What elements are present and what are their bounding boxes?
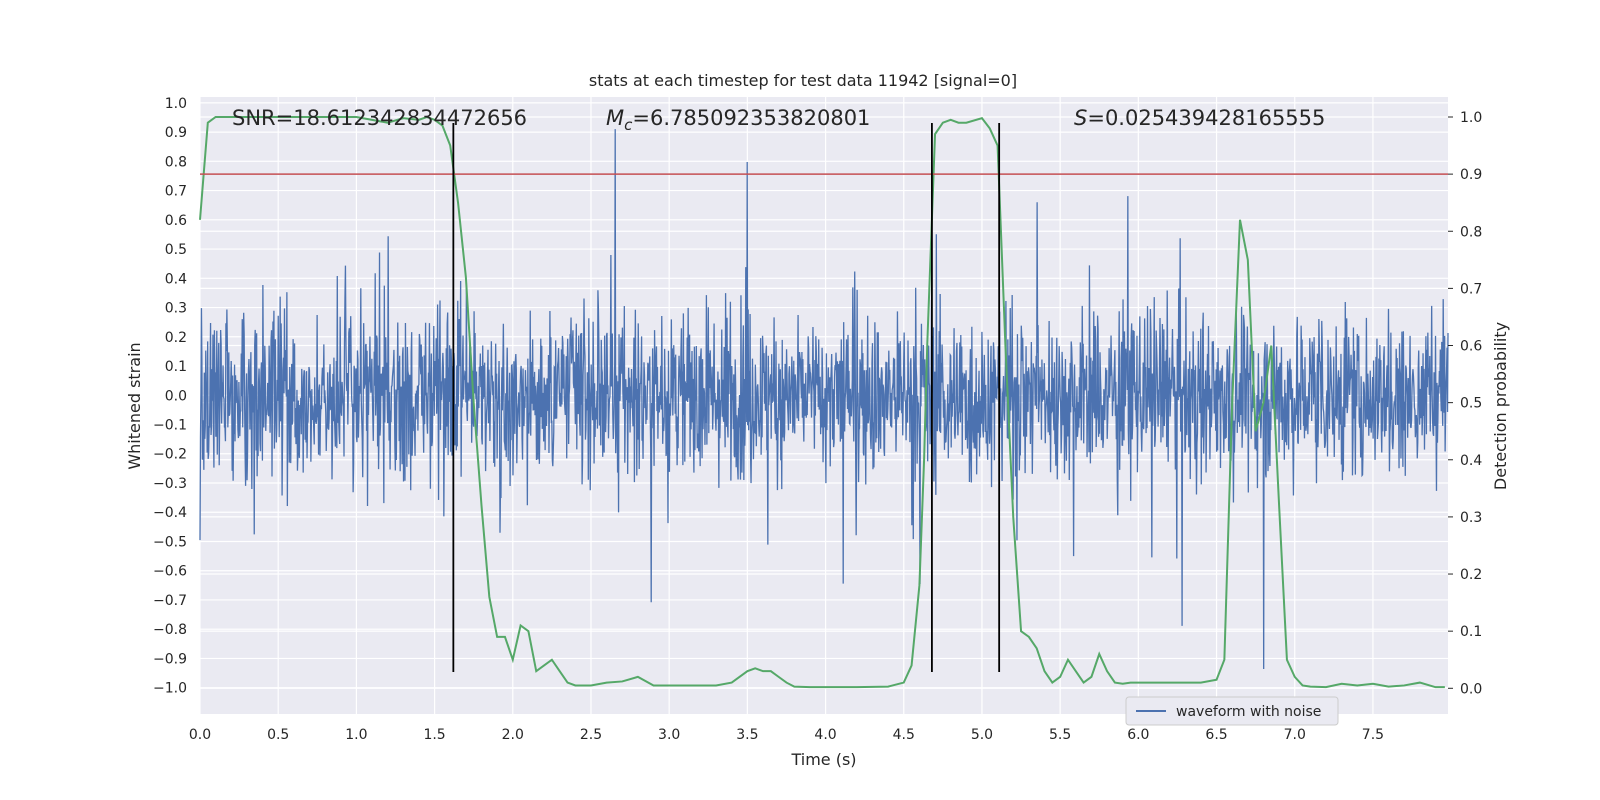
- y-left-tick-label: −0.9: [153, 651, 187, 667]
- y-axis-left-label: Whitened strain: [125, 342, 144, 469]
- y-left-tick-label: −0.4: [153, 505, 187, 521]
- y-right-tick-label: 0.5: [1460, 396, 1482, 412]
- y-right-tick-label: 0.3: [1460, 510, 1482, 526]
- y-left-tick-label: 0.2: [165, 330, 187, 346]
- x-axis-label: Time (s): [790, 750, 856, 769]
- y-right-tick-label: 1.0: [1460, 110, 1482, 126]
- waveform-line: [199, 129, 1449, 670]
- x-tick-label: 3.5: [736, 727, 758, 743]
- series-waveform-with-noise: [199, 129, 1449, 670]
- y-right-tick-label: 0.7: [1460, 281, 1482, 297]
- x-tick-label: 2.5: [580, 727, 602, 743]
- s-value: =0.025439428165555: [1087, 106, 1325, 130]
- y-left-tick-label: 0.6: [165, 213, 187, 229]
- y-left-tick-label: 0.8: [165, 154, 187, 170]
- snr-annotation: SNR=18.612342834472656: [232, 106, 527, 130]
- series-detection-probability: [199, 115, 1445, 689]
- y-right-tick-label: 0.0: [1460, 681, 1482, 697]
- y-right-tick-label: 0.8: [1460, 224, 1482, 240]
- trigger-lines: [452, 123, 1001, 672]
- y-axis-right: 1.0 0.9 0.8 0.7 0.6 0.5 0.4 0.3 0.2 0.1 0.0: [1448, 110, 1482, 697]
- x-tick-label: 7.0: [1284, 727, 1306, 743]
- y-axis-right-label: Detection probability: [1491, 322, 1510, 490]
- y-left-tick-label: 1.0: [165, 96, 187, 112]
- x-tick-label: 0.0: [189, 727, 211, 743]
- x-tick-label: 5.5: [1049, 727, 1071, 743]
- x-tick-label: 1.0: [345, 727, 367, 743]
- x-tick-label: 6.0: [1127, 727, 1149, 743]
- legend: waveform with noise: [1125, 696, 1339, 726]
- chirp-mass-annotation: Mc=6.785092353820801: [606, 106, 870, 134]
- y-left-tick-label: −0.8: [153, 622, 187, 638]
- y-right-tick-label: 0.2: [1460, 567, 1482, 583]
- x-tick-label: 7.5: [1362, 727, 1384, 743]
- x-axis: 0.0 0.5 1.0 1.5 2.0 2.5 3.0 3.5 4.0 4.5 5.0 5.5 6.0 6…: [189, 727, 1384, 743]
- s-annotation: S=0.025439428165555: [1074, 106, 1325, 130]
- chirp-mass-value: =6.785092353820801: [632, 106, 870, 130]
- y-left-tick-label: 0.3: [165, 301, 187, 317]
- s-symbol: S: [1074, 106, 1087, 130]
- chart-title: stats at each timestep for test data 119…: [589, 71, 1017, 90]
- y-right-tick-label: 0.1: [1460, 624, 1482, 640]
- probability-line: [199, 115, 1445, 689]
- x-tick-label: 4.0: [814, 727, 836, 743]
- y-left-tick-label: 0.0: [165, 388, 187, 404]
- y-right-tick-label: 0.4: [1460, 453, 1482, 469]
- legend-box: [1125, 696, 1339, 726]
- y-left-tick-label: 0.4: [165, 271, 187, 287]
- y-left-tick-label: −1.0: [153, 681, 187, 697]
- y-left-tick-label: −0.6: [153, 564, 187, 580]
- chirp-mass-symbol: M: [606, 106, 624, 130]
- y-left-tick-label: −0.3: [153, 476, 187, 492]
- y-left-tick-label: −0.2: [153, 447, 187, 463]
- x-tick-label: 4.5: [893, 727, 915, 743]
- x-tick-label: 1.5: [423, 727, 445, 743]
- x-tick-label: 5.0: [971, 727, 993, 743]
- y-left-tick-label: −0.5: [153, 534, 187, 550]
- y-right-tick-label: 0.6: [1460, 339, 1482, 355]
- y-left-tick-label: −0.1: [153, 418, 187, 434]
- y-left-tick-label: 0.7: [165, 184, 187, 200]
- y-left-tick-label: −0.7: [153, 593, 187, 609]
- x-tick-label: 0.5: [267, 727, 289, 743]
- y-axis-left: 1.0 0.9 0.8 0.7 0.6 0.5 0.4 0.3 0.2 0.1 0.0 −0.1 −0.…: [153, 96, 187, 697]
- y-left-tick-label: 0.5: [165, 242, 187, 258]
- x-tick-label: 2.0: [502, 727, 524, 743]
- chirp-mass-subscript: c: [624, 116, 633, 134]
- y-left-tick-label: 0.9: [165, 125, 187, 141]
- legend-label-waveform: waveform with noise: [1176, 704, 1321, 720]
- y-left-tick-label: 0.1: [165, 359, 187, 375]
- x-tick-label: 3.0: [658, 727, 680, 743]
- y-right-tick-label: 0.9: [1460, 167, 1482, 183]
- x-tick-label: 6.5: [1205, 727, 1227, 743]
